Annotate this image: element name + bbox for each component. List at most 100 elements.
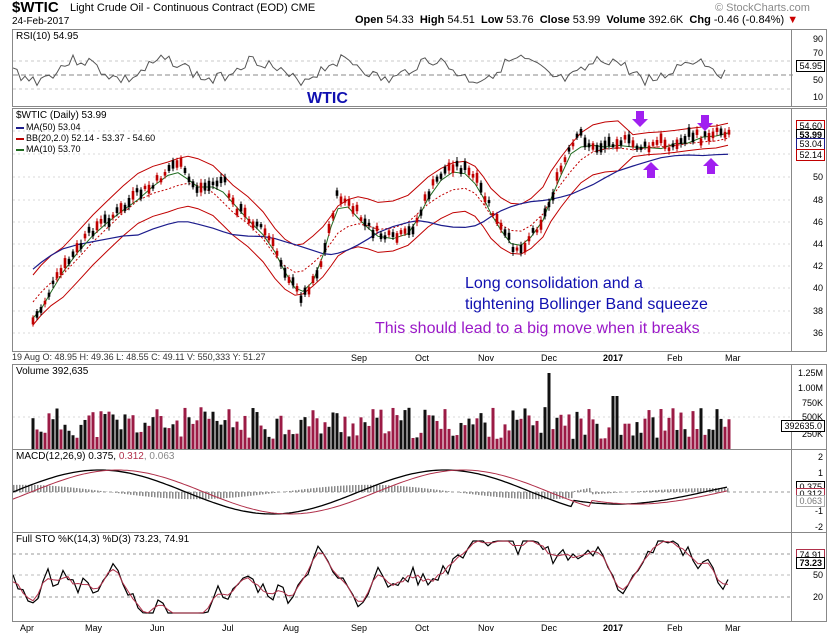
- candle: [119, 203, 123, 213]
- volume-panel: Volume 392,635 1.25M 1.00M 750K 500K 250…: [12, 364, 827, 450]
- candle: [527, 236, 531, 242]
- macd-hist-bar: [328, 486, 330, 492]
- candle: [675, 139, 679, 150]
- macd-hist-bar: [133, 492, 135, 496]
- candle: [371, 229, 375, 239]
- macd-hist-bar: [157, 492, 159, 498]
- candle: [359, 217, 363, 221]
- volume-bar: [299, 419, 303, 449]
- volume-bar: [111, 414, 115, 449]
- candle: [567, 147, 571, 152]
- macd-hist-bar: [421, 487, 423, 492]
- volume-bar: [347, 436, 351, 449]
- candle: [415, 217, 419, 223]
- macd-hist-bar: [127, 492, 129, 495]
- volume-bar: [499, 437, 503, 449]
- volume-plot: [13, 373, 793, 449]
- volume-bar: [627, 423, 631, 449]
- macd-hist-bar: [85, 489, 87, 492]
- macd-hist-bar: [49, 485, 51, 492]
- macd-hist-bar: [586, 488, 588, 492]
- volume-bar: [335, 413, 339, 449]
- symbol: $WTIC: [12, 0, 59, 16]
- candle: [111, 214, 115, 218]
- volume-bar: [267, 436, 271, 449]
- macd-hist-bar: [718, 488, 720, 492]
- candle: [507, 232, 511, 240]
- candle: [95, 221, 99, 231]
- volume-bar: [219, 424, 223, 449]
- candle: [199, 182, 203, 193]
- macd-hist-bar: [592, 492, 594, 495]
- legend-ma10: MA(10) 53.70: [16, 144, 81, 154]
- volume-bar: [191, 423, 195, 449]
- sto-plot: [13, 540, 793, 614]
- macd-hist-bar: [619, 492, 621, 493]
- volume-bar: [255, 412, 259, 449]
- volume-bar: [435, 420, 439, 449]
- candle: [383, 235, 387, 240]
- volume-bar: [703, 434, 707, 449]
- volume-bar: [343, 416, 347, 449]
- volume-bar: [591, 419, 595, 449]
- volume-bar: [367, 425, 371, 449]
- macd-hist-bar: [640, 491, 642, 492]
- price-panel: $WTIC (Daily) 53.99 MA(50) 53.04 BB(20,2…: [12, 108, 827, 352]
- candle: [499, 222, 503, 230]
- candle: [227, 193, 231, 198]
- note-line-2: tightening Bollinger Band squeeze: [465, 296, 708, 313]
- macd-hist-bar: [679, 488, 681, 492]
- candle: [47, 292, 51, 297]
- volume-bar: [439, 428, 443, 449]
- candle: [399, 230, 403, 235]
- volume-bar: [399, 420, 403, 449]
- macd-hist-bar: [235, 492, 237, 498]
- candle: [55, 272, 59, 279]
- macd-hist-bar: [682, 488, 684, 492]
- macd-hist-bar: [130, 492, 132, 495]
- volume-bar: [463, 425, 467, 449]
- volume-bar: [63, 424, 67, 449]
- macd-hist-bar: [685, 488, 687, 492]
- macd-hist-bar: [64, 486, 66, 492]
- candle: [395, 233, 399, 243]
- candle: [303, 287, 307, 295]
- volume-bar: [239, 429, 243, 449]
- volume-bar: [687, 436, 691, 449]
- macd-hist-bar: [646, 490, 648, 492]
- candle: [555, 172, 559, 181]
- candle: [275, 250, 279, 256]
- volume-bar: [363, 422, 367, 449]
- candle: [343, 198, 347, 203]
- macd-hist-bar: [175, 492, 177, 499]
- candle: [143, 185, 147, 190]
- sto-k-badge: 73.23: [796, 557, 825, 569]
- volume-bar: [159, 416, 163, 449]
- volume-bar: [231, 427, 235, 449]
- macd-hist-bar: [295, 490, 297, 492]
- volume-bar: [35, 429, 39, 449]
- volume-badge: 392635.0: [781, 420, 825, 432]
- candle: [271, 237, 275, 246]
- candle: [203, 182, 207, 191]
- candle: [419, 209, 423, 216]
- candle: [623, 135, 627, 140]
- candle: [147, 184, 151, 194]
- candle: [423, 194, 427, 201]
- macd-hist-bar: [241, 492, 243, 497]
- candle: [115, 207, 119, 214]
- volume-bar: [483, 422, 487, 449]
- macd-hist-bar: [73, 487, 75, 492]
- volume-bar: [631, 435, 635, 449]
- macd-hist-bar: [97, 490, 99, 492]
- volume-bar: [559, 414, 563, 449]
- macd-hist-bar: [334, 486, 336, 492]
- volume-bar: [671, 408, 675, 449]
- macd-hist-bar: [526, 492, 528, 499]
- macd-hist-bar: [205, 492, 207, 500]
- macd-hist-bar: [445, 490, 447, 492]
- macd-hist-bar: [607, 492, 609, 494]
- candle: [219, 176, 223, 184]
- macd-hist-bar: [223, 492, 225, 499]
- macd-hist-bar: [424, 488, 426, 492]
